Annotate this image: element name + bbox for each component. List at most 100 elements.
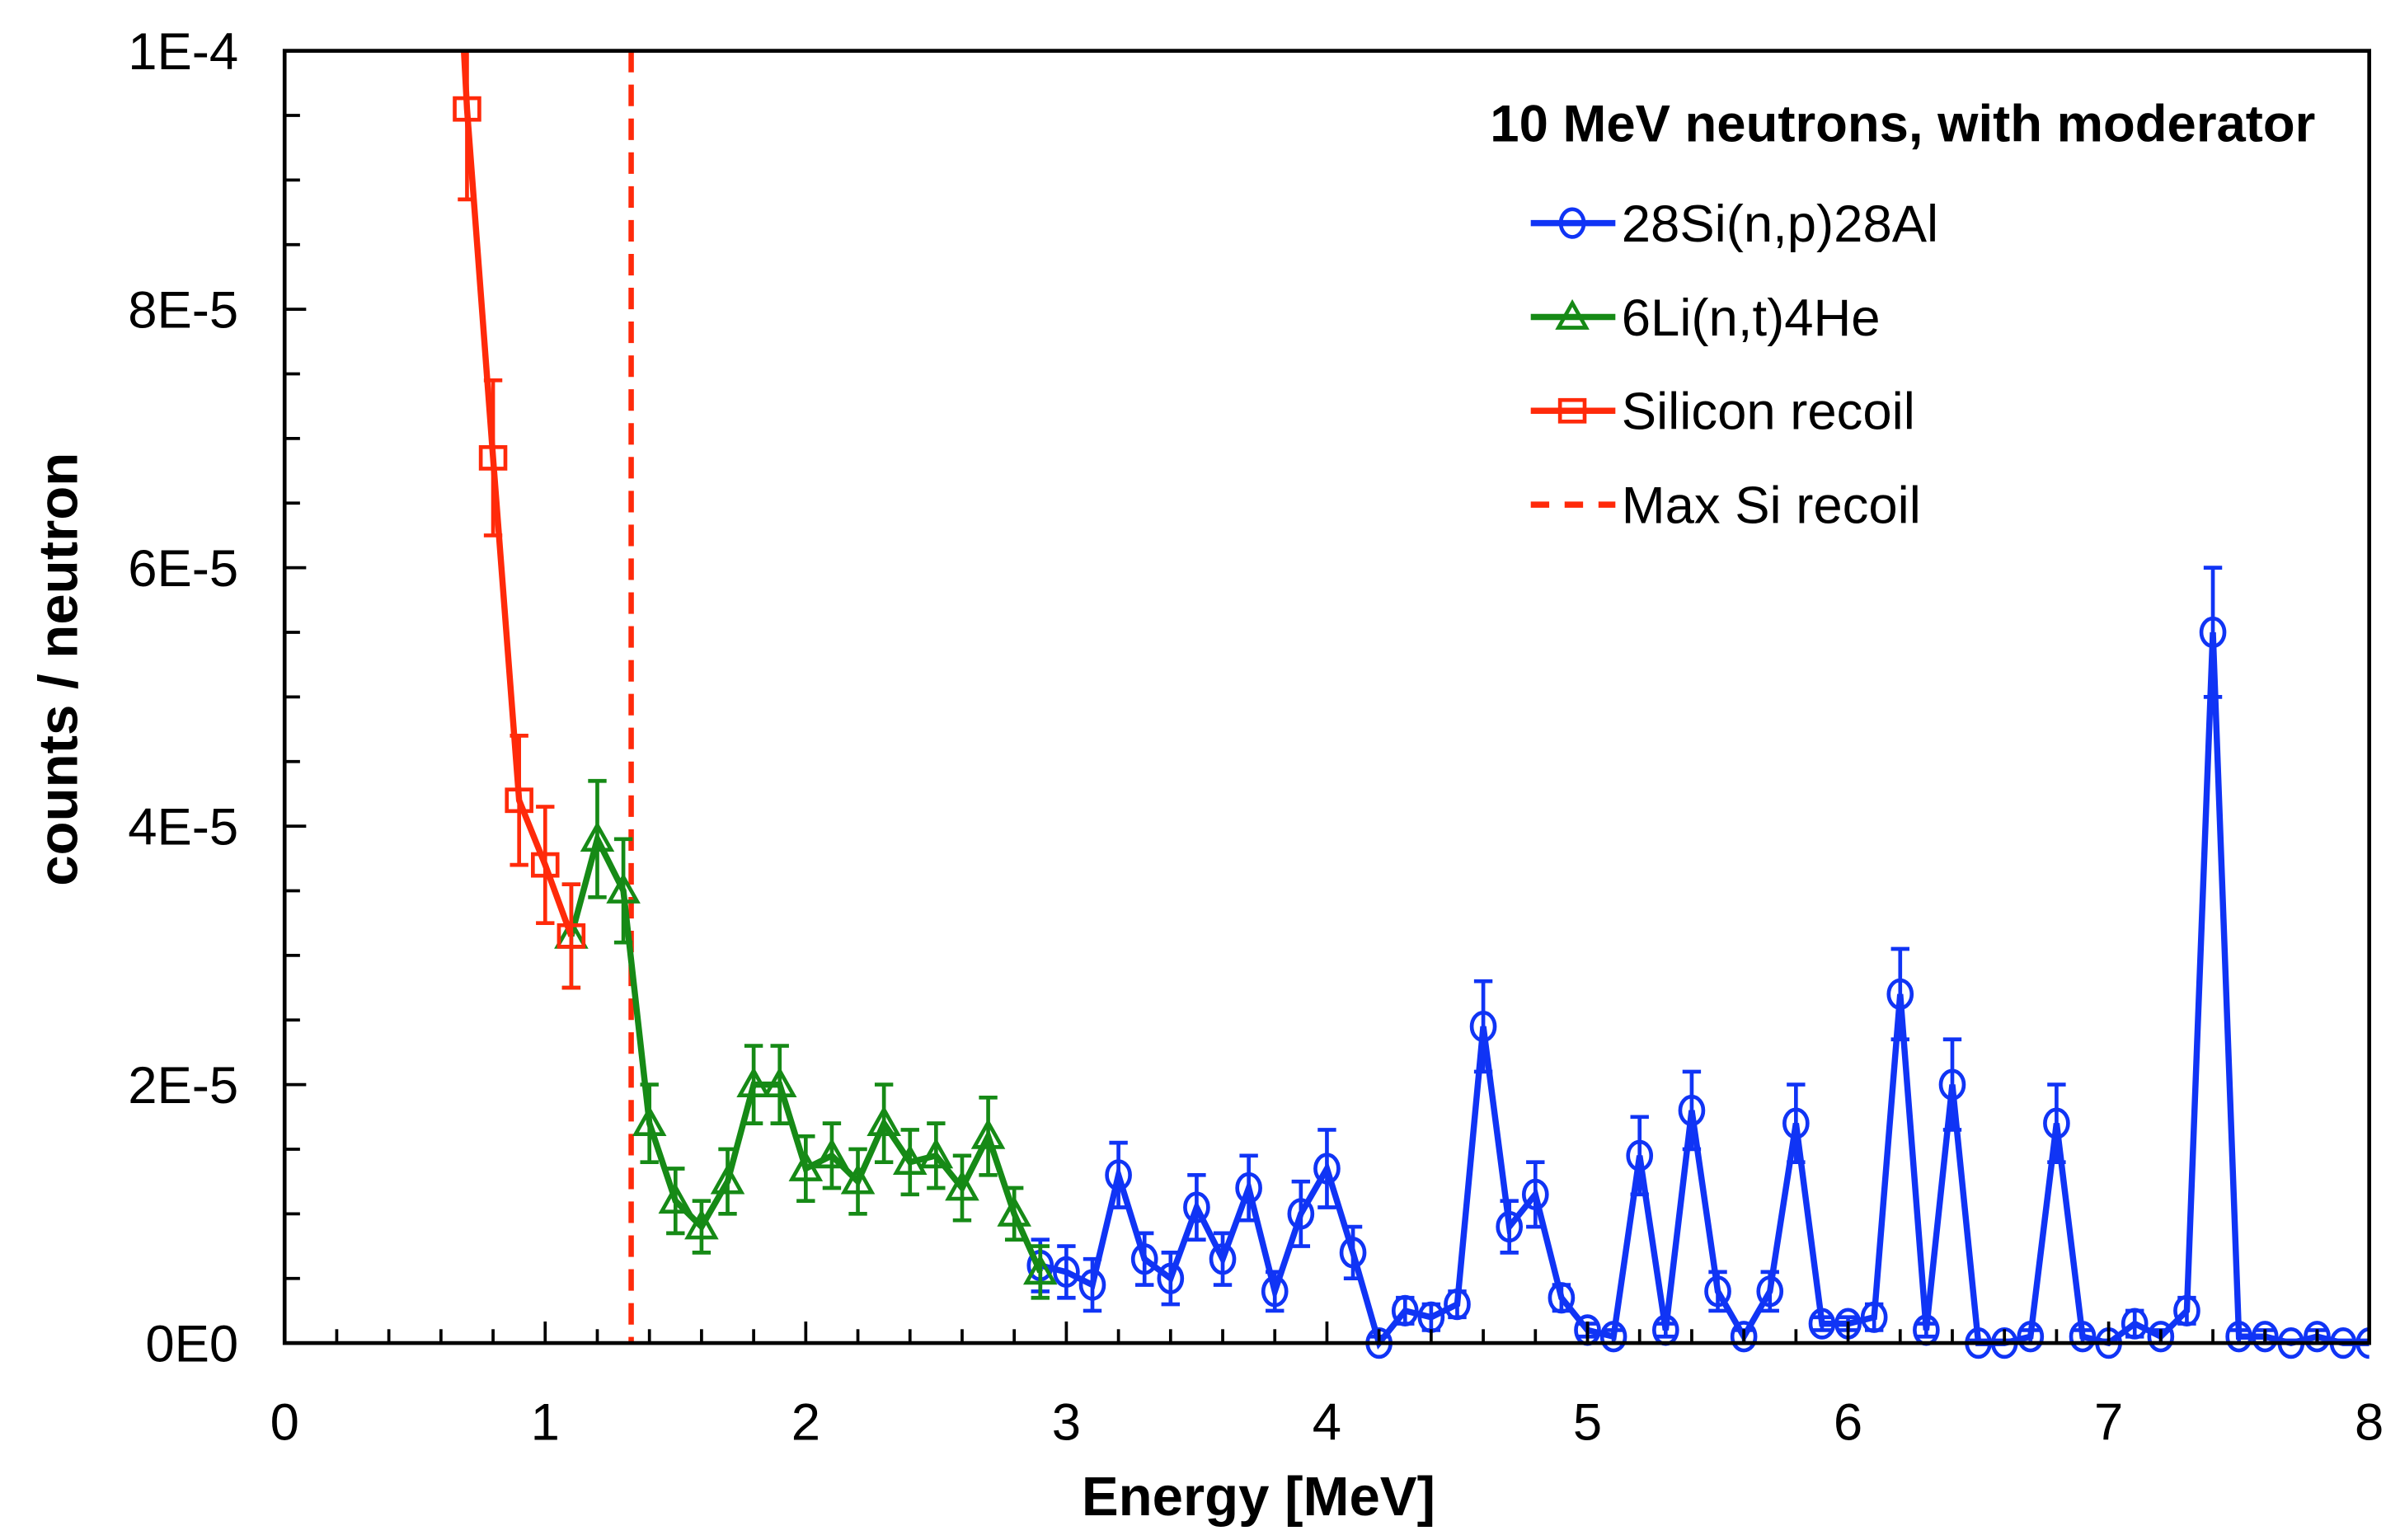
error-bar <box>1135 1231 1154 1287</box>
data-point <box>2121 1308 2149 1340</box>
data-point <box>606 872 641 904</box>
error-bar <box>640 1082 659 1164</box>
data-point <box>710 1163 745 1195</box>
error-bar <box>848 1147 867 1216</box>
data-point <box>2251 1321 2279 1353</box>
y-tick-label: 4E-5 <box>128 799 238 857</box>
error-bar <box>1291 1179 1311 1248</box>
legend-marker <box>1555 298 1590 330</box>
data-point <box>997 1195 1031 1227</box>
legend-label: 28Si(n,p)28Al <box>1622 195 1938 253</box>
data-point <box>1496 1210 1524 1243</box>
data-point <box>1938 1068 1966 1101</box>
data-point <box>1339 1237 1367 1269</box>
data-point <box>1469 1010 1497 1043</box>
axis-ticks: 0 1 2 3 4 5 6 7 8 0E0 2E-5 4E-5 6E-5 8E-5 1E-4 <box>128 23 2384 1452</box>
error-bar <box>927 1121 946 1190</box>
x-tick-label: 4 <box>1313 1394 1341 1452</box>
data-point <box>2069 1321 2097 1353</box>
error-bar <box>561 882 581 990</box>
x-tick-label: 5 <box>1573 1394 1602 1452</box>
y-tick-label: 8E-5 <box>128 282 238 340</box>
error-bar <box>1890 946 1909 1042</box>
series-line <box>460 50 575 937</box>
data-point <box>2043 1107 2070 1139</box>
error-bar <box>1161 1251 1181 1307</box>
data-point <box>453 96 481 122</box>
data-point <box>1626 1139 1654 1171</box>
data-point <box>2199 616 2227 649</box>
data-point <box>531 852 560 878</box>
data-point <box>2225 1321 2252 1353</box>
data-point <box>1704 1275 1731 1308</box>
error-bar <box>770 1044 789 1125</box>
y-tick-label: 2E-5 <box>128 1057 238 1115</box>
error-bar <box>796 1134 815 1204</box>
legend: 28Si(n,p)28Al 6Li(n,t)4He Silicon recoil Ma… <box>1530 195 1938 535</box>
x-tick-label: 2 <box>791 1394 820 1452</box>
x-tick-label: 6 <box>1834 1394 1862 1452</box>
legend-label: Max Si recoil <box>1622 477 1921 535</box>
error-bar <box>1656 1322 1675 1339</box>
series-28Si(n,p)28Al <box>1026 566 2369 1359</box>
error-bar <box>1057 1244 1076 1300</box>
data-point <box>1391 1294 1419 1327</box>
x-tick-label: 8 <box>2355 1394 2384 1452</box>
y-axis-label: counts / neutron <box>27 453 89 886</box>
data-point <box>1313 1153 1341 1185</box>
error-bar <box>613 837 633 945</box>
legend-label: 6Li(n,t)4He <box>1622 289 1881 347</box>
error-bar <box>900 1128 919 1197</box>
error-bar <box>1917 1322 1936 1339</box>
data-point <box>1023 1254 1058 1285</box>
data-point <box>684 1209 719 1240</box>
legend-marker <box>1557 397 1587 424</box>
error-bar <box>1343 1224 1363 1281</box>
y-tick-label: 0E0 <box>145 1315 238 1373</box>
error-bar <box>1083 1256 1102 1313</box>
error-bar <box>1787 1082 1806 1164</box>
data-point <box>1183 1191 1210 1223</box>
error-bar <box>1213 1231 1233 1287</box>
data-point <box>1078 1269 1106 1301</box>
error-bar <box>1317 1128 1336 1209</box>
data-point <box>1599 1321 1627 1353</box>
legend-label: Silicon recoil <box>1622 383 1915 441</box>
error-bar <box>1630 1115 1649 1197</box>
error-bar <box>1109 1140 1128 1209</box>
error-bar <box>744 1044 763 1125</box>
error-bar <box>483 378 503 538</box>
data-point <box>840 1163 876 1195</box>
error-bar <box>510 734 528 867</box>
error-bar <box>2203 566 2223 699</box>
error-bar <box>952 1153 972 1223</box>
y-tick-label: 6E-5 <box>128 540 238 598</box>
data-point <box>1053 1256 1080 1289</box>
error-bar <box>1812 1315 1832 1332</box>
data-point <box>945 1170 979 1201</box>
x-tick-label: 7 <box>2094 1394 2123 1452</box>
data-point <box>1157 1262 1185 1294</box>
x-tick-label: 3 <box>1052 1394 1081 1452</box>
data-point <box>580 821 615 852</box>
y-tick-label: 1E-4 <box>128 23 238 81</box>
series-line <box>1039 631 2369 1350</box>
data-point <box>1105 1159 1132 1191</box>
data-point <box>892 1144 928 1176</box>
data-point <box>658 1183 693 1214</box>
x-tick-label: 1 <box>531 1394 560 1452</box>
data-point <box>762 1067 797 1097</box>
error-bar <box>1526 1160 1545 1229</box>
data-point <box>1287 1198 1315 1230</box>
data-point <box>1444 1288 1471 1321</box>
data-point <box>2173 1294 2200 1327</box>
error-bar <box>588 778 607 899</box>
data-point <box>1782 1107 1810 1139</box>
data-point <box>1521 1178 1549 1210</box>
data-point <box>2147 1321 2175 1353</box>
data-point <box>632 1106 667 1137</box>
series-Silicon recoil <box>453 50 586 990</box>
error-bar <box>874 1082 894 1164</box>
data-point <box>970 1118 1006 1149</box>
